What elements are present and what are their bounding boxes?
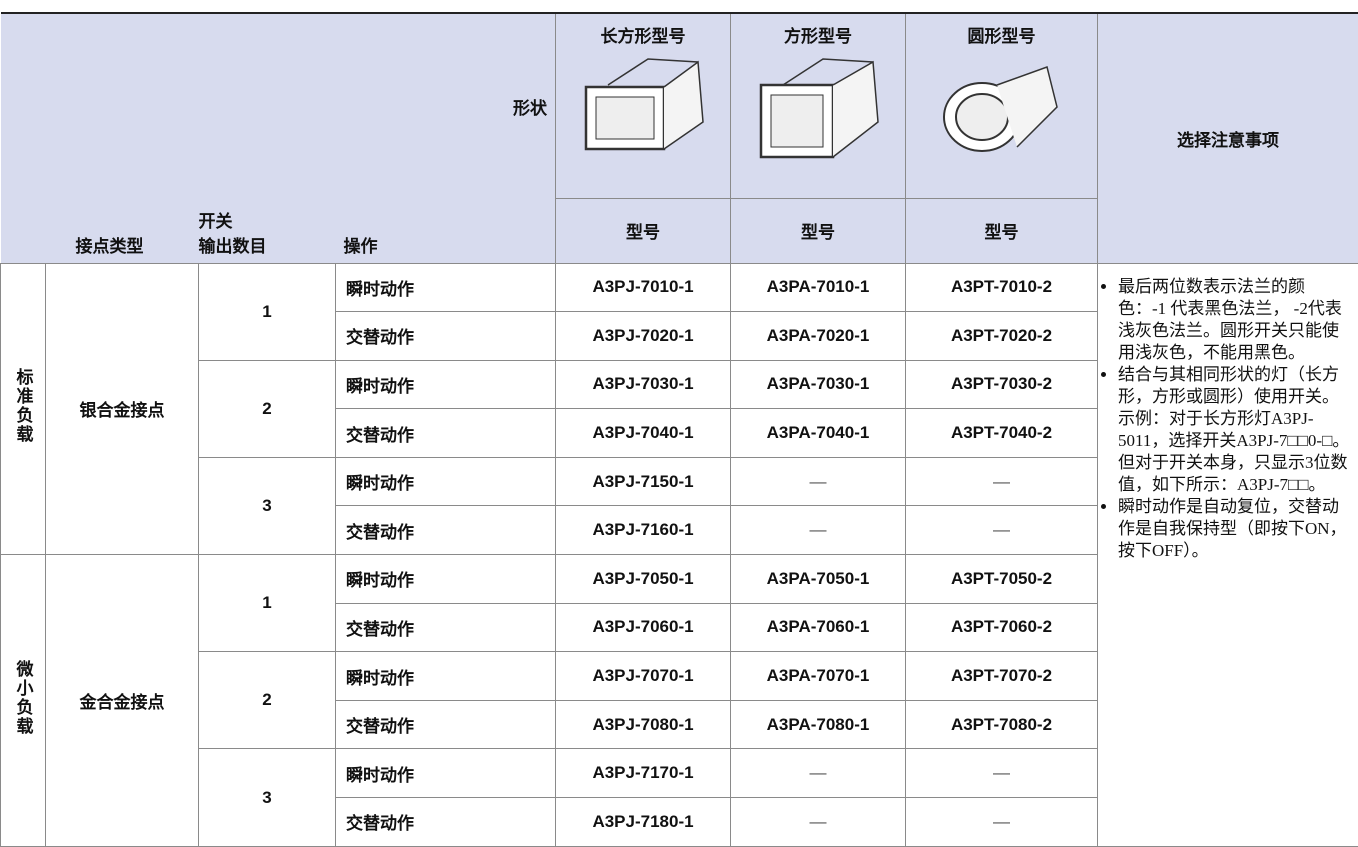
operation: 交替动作	[336, 798, 556, 847]
table-body: 形状长方形型号方形型号圆形型号选择注意事项接点类型开关输出数目操作型号型号型号标…	[1, 13, 1358, 846]
switch-drawing	[578, 47, 708, 167]
contact-type: 金合金接点	[46, 555, 199, 847]
model-number: A3PJ-7060-1	[556, 603, 731, 652]
outputs-label-line: 输出数目	[199, 232, 336, 257]
model-number: A3PJ-7070-1	[556, 652, 731, 701]
notes: 最后两位数表示法兰的颜色：-1 代表黑色法兰， -2代表浅灰色法兰。圆形开关只能…	[1098, 263, 1358, 846]
output-count: 1	[199, 263, 336, 360]
model-number: —	[731, 506, 906, 555]
load-type-text: 微小负载	[11, 660, 36, 736]
output-count: 3	[199, 749, 336, 846]
note-item: 瞬时动作是自动复位，交替动作是自我保持型（即按下ON，按下OFF）。	[1118, 496, 1350, 562]
notes-list: 最后两位数表示法兰的颜色：-1 代表黑色法兰， -2代表浅灰色法兰。圆形开关只能…	[1104, 276, 1350, 562]
operation-label: 操作	[336, 198, 556, 263]
output-count: 2	[199, 652, 336, 749]
operation: 交替动作	[336, 603, 556, 652]
model-number: A3PJ-7050-1	[556, 555, 731, 604]
header-row: 形状长方形型号方形型号圆形型号选择注意事项	[1, 13, 1358, 198]
operation: 交替动作	[336, 506, 556, 555]
model-number: A3PJ-7180-1	[556, 798, 731, 847]
model-label: 型号	[556, 198, 731, 263]
load-type: 微小负载	[1, 555, 46, 847]
model-number: A3PA-7050-1	[731, 555, 906, 604]
model-number: A3PJ-7020-1	[556, 312, 731, 361]
shape-column: 长方形型号	[556, 13, 731, 198]
model-number: A3PJ-7170-1	[556, 749, 731, 798]
model-number: A3PT-7040-2	[906, 409, 1098, 458]
shape-column: 方形型号	[731, 13, 906, 198]
note-item: 结合与其相同形状的灯（长方形，方形或圆形）使用开关。示例：对于长方形灯A3PJ-…	[1118, 364, 1350, 496]
note-text: 瞬时动作是自动复位，交替动作是自我保持型（即按下ON，按下OFF）。	[1118, 497, 1347, 560]
model-number: A3PA-7010-1	[731, 263, 906, 312]
model-number: —	[906, 506, 1098, 555]
model-number: —	[906, 457, 1098, 506]
model-number: A3PJ-7160-1	[556, 506, 731, 555]
model-number: A3PJ-7150-1	[556, 457, 731, 506]
operation: 瞬时动作	[336, 457, 556, 506]
notes-title: 选择注意事项	[1098, 13, 1358, 263]
load-type-text: 标准负载	[11, 368, 36, 444]
shape-name: 方形型号	[731, 22, 905, 47]
output-count: 2	[199, 360, 336, 457]
model-number: —	[731, 798, 906, 847]
model-label: 型号	[731, 198, 906, 263]
contact-type: 银合金接点	[46, 263, 199, 555]
outputs-label-line: 开关	[199, 207, 336, 232]
operation: 瞬时动作	[336, 555, 556, 604]
model-number: A3PA-7060-1	[731, 603, 906, 652]
model-table: 形状长方形型号方形型号圆形型号选择注意事项接点类型开关输出数目操作型号型号型号标…	[0, 12, 1358, 847]
note-text: 最后两位数表示法兰的颜色：-1 代表黑色法兰， -2代表浅灰色法兰。圆形开关只能…	[1118, 277, 1342, 362]
switch-drawing	[937, 47, 1067, 167]
operation: 交替动作	[336, 312, 556, 361]
model-number: —	[731, 749, 906, 798]
model-label: 型号	[906, 198, 1098, 263]
model-number: —	[731, 457, 906, 506]
model-number: A3PT-7050-2	[906, 555, 1098, 604]
model-number: A3PA-7030-1	[731, 360, 906, 409]
model-number: A3PT-7010-2	[906, 263, 1098, 312]
output-count: 3	[199, 457, 336, 554]
contact-type-label: 接点类型	[1, 198, 199, 263]
model-number: A3PA-7080-1	[731, 700, 906, 749]
switch-drawing	[753, 47, 883, 167]
shape-name: 圆形型号	[906, 22, 1097, 47]
model-number: A3PA-7070-1	[731, 652, 906, 701]
shape-name: 长方形型号	[556, 22, 730, 47]
model-number: A3PA-7040-1	[731, 409, 906, 458]
shape-column: 圆形型号	[906, 13, 1098, 198]
operation: 瞬时动作	[336, 749, 556, 798]
note-text: 结合与其相同形状的灯（长方形，方形或圆形）使用开关。	[1118, 365, 1339, 406]
model-number: A3PT-7060-2	[906, 603, 1098, 652]
model-number: A3PJ-7010-1	[556, 263, 731, 312]
model-number: A3PT-7030-2	[906, 360, 1098, 409]
output-count: 1	[199, 555, 336, 652]
model-number: A3PJ-7030-1	[556, 360, 731, 409]
model-number: A3PT-7020-2	[906, 312, 1098, 361]
operation: 瞬时动作	[336, 652, 556, 701]
model-number: —	[906, 749, 1098, 798]
model-number: A3PJ-7040-1	[556, 409, 731, 458]
note-item: 最后两位数表示法兰的颜色：-1 代表黑色法兰， -2代表浅灰色法兰。圆形开关只能…	[1118, 276, 1350, 364]
model-number: —	[906, 798, 1098, 847]
operation: 瞬时动作	[336, 263, 556, 312]
operation: 瞬时动作	[336, 360, 556, 409]
model-number: A3PT-7080-2	[906, 700, 1098, 749]
outputs-label: 开关输出数目	[199, 198, 336, 263]
model-number: A3PJ-7080-1	[556, 700, 731, 749]
model-number: A3PA-7020-1	[731, 312, 906, 361]
operation: 交替动作	[336, 409, 556, 458]
shape-label: 形状	[1, 13, 556, 198]
model-number: A3PT-7070-2	[906, 652, 1098, 701]
note-example: 示例：对于长方形灯A3PJ-5011，选择开关A3PJ-7□□0-□。但对于开关…	[1118, 408, 1350, 496]
load-type: 标准负载	[1, 263, 46, 555]
operation: 交替动作	[336, 700, 556, 749]
